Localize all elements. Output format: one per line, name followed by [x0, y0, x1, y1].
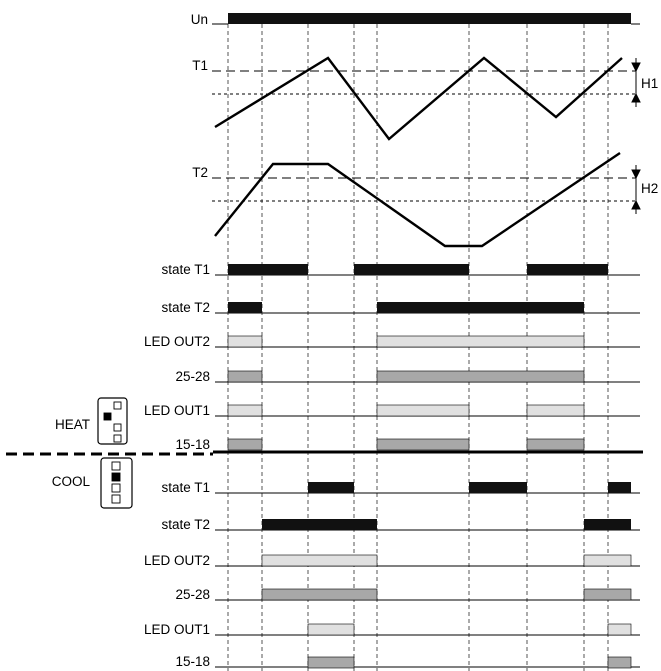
row-label: 15-18 [175, 437, 210, 452]
pulse [228, 264, 308, 275]
row-label: state T1 [161, 480, 210, 495]
heat-row-led-out2: LED OUT2 [144, 334, 640, 349]
cool-mode-label: COOL [52, 474, 91, 489]
pulse [307, 623, 355, 636]
pulse [607, 656, 632, 669]
pulse [227, 370, 263, 383]
pulse [607, 623, 632, 636]
pulse [583, 588, 632, 601]
heat-dip-switch [97, 397, 128, 445]
pulse [307, 656, 355, 669]
pulse [527, 264, 608, 275]
cool-dip-switch [100, 457, 133, 509]
row-label: state T2 [161, 300, 210, 315]
pulse [261, 588, 378, 601]
pulse [227, 438, 263, 451]
pulse [376, 438, 470, 451]
pulse [228, 302, 262, 313]
pulse [583, 554, 632, 567]
h2-hysteresis-marker [631, 165, 641, 214]
pulse [608, 482, 631, 493]
cool-row-state-t1: state T1 [161, 480, 640, 495]
heat-row-15-18: 15-18 [175, 437, 585, 452]
heat-row-state-t2: state T2 [161, 300, 640, 315]
row-label: LED OUT1 [144, 622, 210, 637]
supply-bar [228, 13, 631, 24]
pulse [227, 335, 263, 348]
t1-label: T1 [192, 58, 208, 73]
pulse [376, 404, 470, 417]
h1-label: H1 [641, 76, 658, 91]
pulse [377, 302, 584, 313]
h2-label: H2 [641, 181, 658, 196]
cool-row-led-out2: LED OUT2 [144, 553, 640, 568]
row-label: 25-28 [175, 369, 210, 384]
row-label: 25-28 [175, 587, 210, 602]
heat-row-led-out1: LED OUT1 [144, 403, 640, 418]
pulse [308, 482, 354, 493]
cool-row-25-28: 25-28 [175, 587, 640, 602]
row-label: state T2 [161, 517, 210, 532]
row-label: 15-18 [175, 654, 210, 669]
pulse [526, 438, 585, 451]
heat-row-state-t1: state T1 [161, 262, 640, 277]
pulse [227, 404, 263, 417]
t2-label: T2 [192, 165, 208, 180]
supply-label: Un [191, 12, 208, 27]
t2-temperature-curve [214, 152, 621, 248]
row-label: LED OUT2 [144, 334, 210, 349]
heat-mode-label: HEAT [55, 417, 90, 432]
cool-row-led-out1: LED OUT1 [144, 622, 640, 637]
cool-row-15-18: 15-18 [175, 654, 640, 669]
row-label: LED OUT1 [144, 403, 210, 418]
pulse [262, 519, 377, 530]
heat-row-25-28: 25-28 [175, 369, 640, 384]
h1-hysteresis-marker [631, 58, 641, 107]
pulse [376, 370, 585, 383]
row-label: LED OUT2 [144, 553, 210, 568]
pulse [584, 519, 631, 530]
pulse [526, 404, 585, 417]
pulse [354, 264, 469, 275]
row-label: state T1 [161, 262, 210, 277]
t1-temperature-curve [214, 56, 623, 141]
cool-row-state-t2: state T2 [161, 517, 640, 532]
pulse [376, 335, 585, 348]
pulse [261, 554, 378, 567]
pulse [469, 482, 527, 493]
